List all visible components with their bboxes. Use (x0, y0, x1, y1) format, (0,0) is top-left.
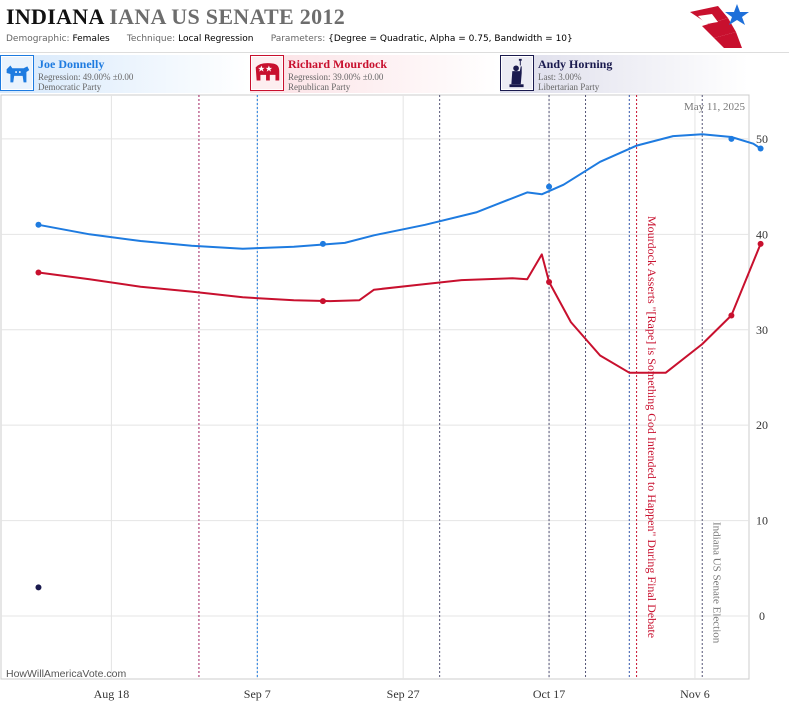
series-line (38, 243, 762, 374)
y-tick-label: 10 (756, 514, 768, 528)
candidate-card-horning[interactable]: Andy Horning Last: 3.00% Libertarian Par… (500, 55, 748, 93)
x-tick-label: Sep 27 (387, 687, 420, 701)
data-point (319, 240, 326, 247)
technique-value: Local Regression (178, 34, 254, 44)
candidate-card-donnelly[interactable]: Joe Donnelly Regression: 49.00% ±0.00 De… (0, 55, 248, 93)
candidate-bar: Joe Donnelly Regression: 49.00% ±0.00 De… (0, 52, 789, 95)
series-line (38, 133, 762, 250)
statue-of-liberty-icon (500, 55, 534, 91)
x-tick-label: Nov 6 (680, 687, 710, 701)
plot-frame (0, 94, 750, 680)
candidate-party: Libertarian Party (538, 82, 600, 92)
series-layer (35, 133, 764, 591)
candidate-name: Joe Donnelly (38, 57, 105, 71)
x-tick-label: Sep 7 (244, 687, 271, 701)
data-point (35, 584, 42, 591)
y-tick-label: 20 (756, 418, 768, 432)
state-name: INDIANA (6, 4, 104, 29)
data-point (728, 135, 735, 142)
event-lines (198, 95, 703, 679)
data-point (546, 279, 553, 286)
candidate-card-mourdock[interactable]: Richard Mourdock Regression: 39.00% ±0.0… (250, 55, 498, 93)
annotation-layer: Mourdock Asserts "[Rape] is Something Go… (645, 216, 723, 644)
data-point (728, 312, 735, 319)
polling-chart: Aug 18 Sep 7 Sep 27 Oct 17 Nov 601020304050 … (0, 94, 768, 701)
y-tick-label: 40 (756, 227, 768, 241)
header: INDIANA IANA US SENATE 2012 Demographic:… (0, 0, 789, 52)
candidate-regression: Regression: 39.00% ±0.00 (288, 72, 384, 82)
date-stamp: May 11, 2025 (684, 101, 746, 113)
site-watermark: HowWillAmericaVote.com (6, 668, 126, 680)
donkey-icon (0, 55, 34, 91)
demographic-label: Demographic: (6, 34, 70, 44)
elephant-icon (250, 55, 284, 91)
x-tick-label: Aug 18 (94, 687, 130, 701)
demographic-value: Females (72, 34, 110, 44)
data-point (757, 240, 764, 247)
data-point (35, 269, 42, 276)
y-tick-label: 0 (759, 609, 765, 623)
x-tick-label: Oct 17 (533, 687, 565, 701)
data-point (546, 183, 553, 190)
page-title: INDIANA IANA US SENATE 2012 (6, 4, 345, 30)
data-point (35, 221, 42, 228)
parameters-value: {Degree = Quadratic, Alpha = 0.75, Bandw… (328, 34, 573, 44)
y-tick-label: 50 (756, 132, 768, 146)
event-annotation: Mourdock Asserts "[Rape] is Something Go… (645, 216, 659, 638)
parameters-line: Demographic: Females Technique: Local Re… (6, 34, 573, 44)
candidate-party: Republican Party (288, 82, 351, 92)
data-point (319, 298, 326, 305)
candidate-last: Last: 3.00% (538, 72, 582, 82)
site-logo-icon[interactable] (688, 2, 750, 50)
technique-label: Technique: (126, 34, 176, 44)
candidate-name: Andy Horning (538, 57, 613, 71)
data-point (757, 145, 764, 152)
tick-labels: Aug 18 Sep 7 Sep 27 Oct 17 Nov 6 0 10 20 30 40 50 (94, 132, 768, 701)
parameters-label: Parameters: (270, 34, 326, 44)
event-annotation: Indiana US Senate Election (711, 522, 723, 644)
candidate-name: Richard Mourdock (288, 57, 387, 71)
candidate-party: Democratic Party (38, 82, 102, 92)
candidate-regression: Regression: 49.00% ±0.00 (38, 72, 134, 82)
race-title: IANA US SENATE 2012 (109, 4, 345, 29)
y-tick-label: 30 (756, 323, 768, 337)
